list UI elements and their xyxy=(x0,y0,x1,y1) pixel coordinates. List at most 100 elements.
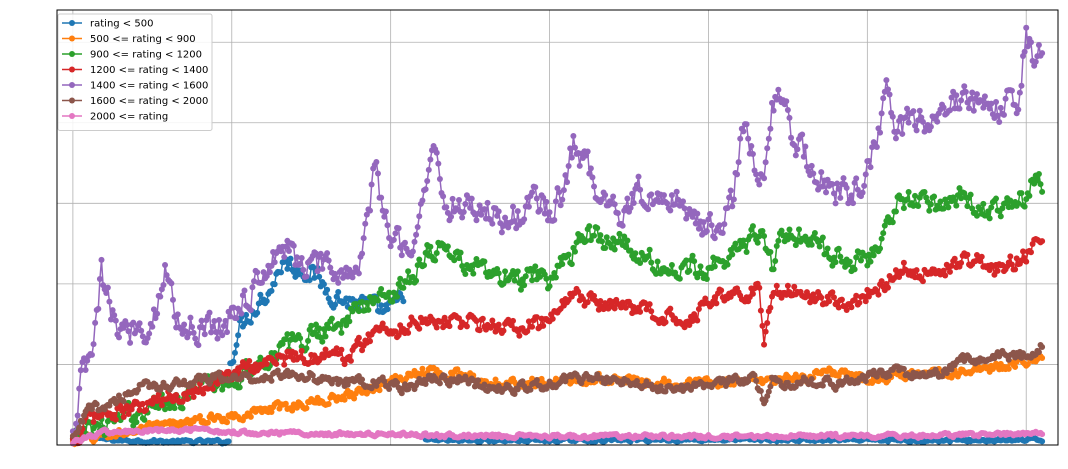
data-point xyxy=(433,149,440,156)
data-point xyxy=(557,202,564,209)
data-point xyxy=(576,162,583,169)
data-point xyxy=(235,332,242,339)
data-point xyxy=(349,308,356,315)
data-point xyxy=(322,333,329,340)
data-point xyxy=(611,305,618,312)
data-point xyxy=(727,187,734,194)
data-point xyxy=(603,234,610,241)
data-point xyxy=(980,200,987,207)
data-point xyxy=(940,104,947,111)
data-point xyxy=(969,89,976,96)
data-point xyxy=(861,293,868,300)
data-point xyxy=(325,401,332,408)
data-point xyxy=(77,367,84,374)
data-point xyxy=(927,123,934,130)
data-point xyxy=(694,317,701,324)
data-point xyxy=(988,204,995,211)
data-point xyxy=(586,223,593,230)
data-point xyxy=(293,254,300,261)
data-point xyxy=(681,324,688,331)
data-point xyxy=(602,192,609,198)
data-point xyxy=(834,180,841,187)
data-point xyxy=(173,392,180,399)
data-point xyxy=(835,245,842,252)
data-point xyxy=(734,171,741,178)
data-point xyxy=(521,216,528,223)
data-point xyxy=(988,100,995,107)
data-point xyxy=(498,229,505,236)
data-point xyxy=(716,222,723,229)
data-point xyxy=(76,385,83,392)
data-point xyxy=(757,388,764,395)
data-point xyxy=(325,325,332,332)
data-point xyxy=(751,232,758,239)
data-point xyxy=(263,298,270,305)
data-point xyxy=(948,262,955,269)
data-point xyxy=(495,321,502,328)
data-point xyxy=(807,299,814,306)
data-point xyxy=(367,338,374,345)
data-point xyxy=(819,183,826,190)
data-point xyxy=(1008,261,1015,268)
data-point xyxy=(1039,343,1046,350)
data-point xyxy=(209,385,216,392)
data-point xyxy=(187,314,194,321)
data-point xyxy=(201,331,208,338)
data-point xyxy=(830,254,837,261)
data-point xyxy=(112,317,119,324)
data-point xyxy=(543,275,550,282)
data-point xyxy=(208,329,215,336)
data-point xyxy=(227,313,234,320)
data-point xyxy=(743,249,750,256)
data-point xyxy=(956,185,963,192)
data-point xyxy=(662,388,669,395)
data-point xyxy=(257,291,264,298)
data-point xyxy=(411,238,418,245)
data-point xyxy=(826,298,833,305)
data-point xyxy=(457,249,464,256)
data-point xyxy=(206,309,213,316)
data-point xyxy=(808,241,815,248)
data-point xyxy=(297,260,304,267)
data-point xyxy=(532,184,539,191)
data-point xyxy=(136,320,143,327)
data-point xyxy=(476,202,483,209)
data-point xyxy=(274,367,281,374)
data-point xyxy=(565,251,572,258)
data-point xyxy=(571,248,578,255)
data-point xyxy=(212,329,219,336)
data-point xyxy=(802,233,809,240)
data-point xyxy=(967,95,974,102)
data-point xyxy=(905,188,912,195)
data-point xyxy=(645,206,652,213)
data-point xyxy=(338,329,345,336)
data-point xyxy=(424,177,431,184)
data-point xyxy=(729,251,736,258)
data-point xyxy=(551,216,558,223)
data-point xyxy=(247,307,254,314)
data-point xyxy=(335,288,342,295)
data-point xyxy=(630,304,637,311)
data-point xyxy=(417,314,424,321)
data-point xyxy=(683,257,690,264)
data-point xyxy=(1027,39,1034,46)
data-point xyxy=(597,232,604,239)
data-point xyxy=(786,226,793,233)
data-point xyxy=(997,104,1004,111)
data-point xyxy=(1016,89,1023,96)
data-point xyxy=(764,393,771,400)
data-point xyxy=(146,330,153,337)
data-point xyxy=(316,325,323,332)
data-point xyxy=(958,259,965,266)
data-point xyxy=(1037,181,1044,188)
data-point xyxy=(511,391,518,398)
data-point xyxy=(978,97,985,104)
data-point xyxy=(444,243,451,250)
data-point xyxy=(108,316,115,323)
data-point xyxy=(514,268,521,275)
data-point xyxy=(695,225,702,232)
data-point xyxy=(843,184,850,191)
data-point xyxy=(481,206,488,213)
data-point xyxy=(754,239,761,246)
